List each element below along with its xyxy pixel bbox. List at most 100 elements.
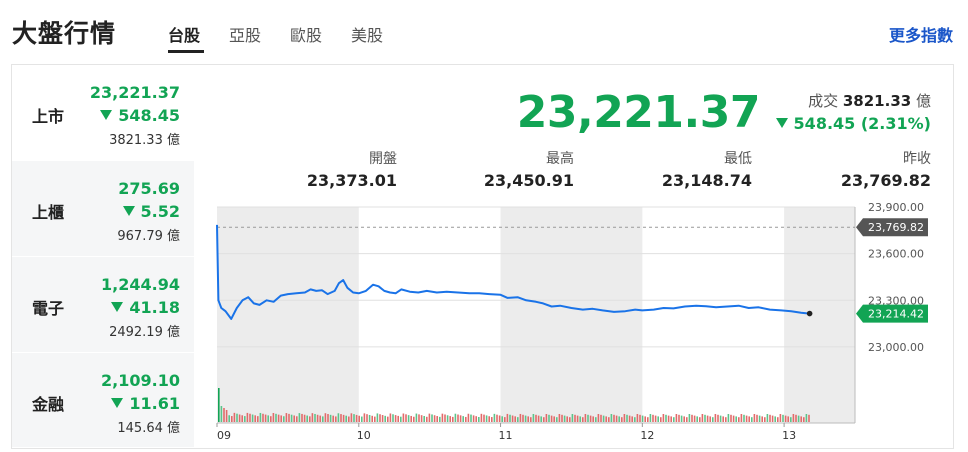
volume-bar xyxy=(592,416,594,422)
volume-bar xyxy=(322,416,324,422)
more-indices-link[interactable]: 更多指數 xyxy=(888,26,953,45)
main-index-change: 548.45 (2.31%) xyxy=(775,114,931,133)
sidebar-item-listed[interactable]: 上市 23,221.37 548.45 3821.33 億 xyxy=(12,65,194,161)
volume-bar xyxy=(602,415,605,422)
volume-bar xyxy=(439,416,441,422)
volume-bar xyxy=(748,416,750,422)
last-price-dot xyxy=(806,310,813,317)
sidebar-item-otc[interactable]: 上櫃 275.69 5.52 967.79 億 xyxy=(12,161,194,257)
volume-bar xyxy=(402,413,405,422)
volume-bar xyxy=(558,414,561,422)
volume-bar xyxy=(314,413,316,422)
volume-bar xyxy=(595,417,597,422)
volume-bar xyxy=(288,413,290,422)
volume-bar xyxy=(428,413,431,422)
volume-bar xyxy=(550,415,553,422)
volume-bar xyxy=(225,410,228,422)
sidebar-item-finance[interactable]: 金融 2,109.10 11.61 145.64 億 xyxy=(12,353,194,448)
hour-band xyxy=(217,207,359,423)
volume-bar xyxy=(683,416,685,422)
volume-bar xyxy=(285,413,288,422)
volume-bar xyxy=(522,414,524,422)
sidebar-item-change: 548.45 xyxy=(100,106,180,125)
sidebar-item-volume: 2492.19 億 xyxy=(109,325,180,340)
down-triangle-icon xyxy=(775,118,788,128)
volume-bar xyxy=(465,416,467,422)
intraday-chart[interactable]: 23,900.00 23,600.00 23,300.00 23,000.00 09 10… xyxy=(12,65,953,448)
volume-bar xyxy=(413,416,415,422)
volume-bar xyxy=(472,415,475,422)
sidebar-item-change: 11.61 xyxy=(111,394,180,413)
volume-bar xyxy=(615,415,618,422)
volume-bar xyxy=(628,415,631,422)
tab-asia[interactable]: 亞股 xyxy=(229,26,262,45)
tab-europe[interactable]: 歐股 xyxy=(290,26,323,45)
volume-bar xyxy=(584,414,587,422)
y-tick-label: 23,600.00 xyxy=(868,248,924,261)
sidebar-item-change-value: 548.45 xyxy=(118,106,180,125)
sidebar-item-name: 上市 xyxy=(32,107,65,126)
volume-bar xyxy=(293,415,295,422)
market-card: 上市 23,221.37 548.45 3821.33 億 上櫃 275.69 … xyxy=(11,64,954,449)
volume-bar xyxy=(218,388,220,422)
active-tab-indicator xyxy=(168,50,204,53)
volume-bar xyxy=(501,416,503,422)
volume-bar xyxy=(660,417,662,422)
volume-bar xyxy=(407,415,410,422)
volume-bar xyxy=(680,415,683,422)
volume-bar xyxy=(696,416,698,422)
volume-bar xyxy=(641,415,644,422)
volume-bar xyxy=(259,412,262,422)
volume-bar xyxy=(496,414,498,422)
volume-bar xyxy=(701,414,704,422)
volume-bar xyxy=(714,414,717,422)
volume-bar xyxy=(405,414,407,422)
volume-bar xyxy=(478,417,480,422)
volume-bar xyxy=(753,414,756,422)
volume-bar xyxy=(387,416,389,422)
volume-bar xyxy=(397,415,399,422)
volume-bar xyxy=(699,417,701,422)
volume-bar xyxy=(418,414,420,422)
volume-bar xyxy=(745,415,748,422)
volume-bar xyxy=(423,415,425,422)
volume-bar xyxy=(264,414,267,422)
volume-bar xyxy=(337,413,340,422)
volume-bar xyxy=(358,415,360,422)
volume-bar xyxy=(524,415,527,422)
tab-us[interactable]: 美股 xyxy=(351,26,384,45)
sidebar-item-change-value: 11.61 xyxy=(129,394,180,413)
volume-bar xyxy=(725,417,727,422)
volume-bar xyxy=(446,415,449,422)
tab-taiwan[interactable]: 台股 xyxy=(168,26,201,45)
sidebar-item-price: 23,221.37 xyxy=(89,83,180,102)
volume-bar xyxy=(563,415,566,422)
prev-close-tag-label: 23,769.82 xyxy=(868,221,924,234)
volume-bar xyxy=(483,414,485,422)
volume-bar xyxy=(758,415,761,422)
trade-volume-value: 3821.33 xyxy=(842,92,912,110)
x-tick-label: 10 xyxy=(357,429,371,442)
volume-bar xyxy=(535,414,537,422)
sidebar-item-electronics[interactable]: 電子 1,244.94 41.18 2492.19 億 xyxy=(12,257,194,353)
x-tick-label: 09 xyxy=(217,429,231,442)
volume-bar xyxy=(384,415,386,422)
volume-bar xyxy=(626,414,628,422)
main-index-change-value: 548.45 (2.31%) xyxy=(793,114,931,133)
volume-bar xyxy=(610,414,613,422)
volume-bar xyxy=(366,414,368,422)
sidebar-item-volume: 967.79 億 xyxy=(117,229,180,244)
volume-bar xyxy=(597,414,600,422)
down-triangle-icon xyxy=(111,398,124,408)
volume-bar xyxy=(579,416,581,422)
volume-bar xyxy=(511,415,514,422)
volume-bar xyxy=(309,416,311,422)
volume-bar xyxy=(618,416,620,422)
last-price-tag-label: 23,214.42 xyxy=(868,308,924,321)
volume-bar xyxy=(400,416,402,422)
volume-bar xyxy=(480,413,483,422)
volume-bar xyxy=(530,417,532,422)
stat-label: 昨收 xyxy=(903,151,931,167)
volume-bar xyxy=(582,417,584,422)
stat-label: 最高 xyxy=(546,151,574,167)
